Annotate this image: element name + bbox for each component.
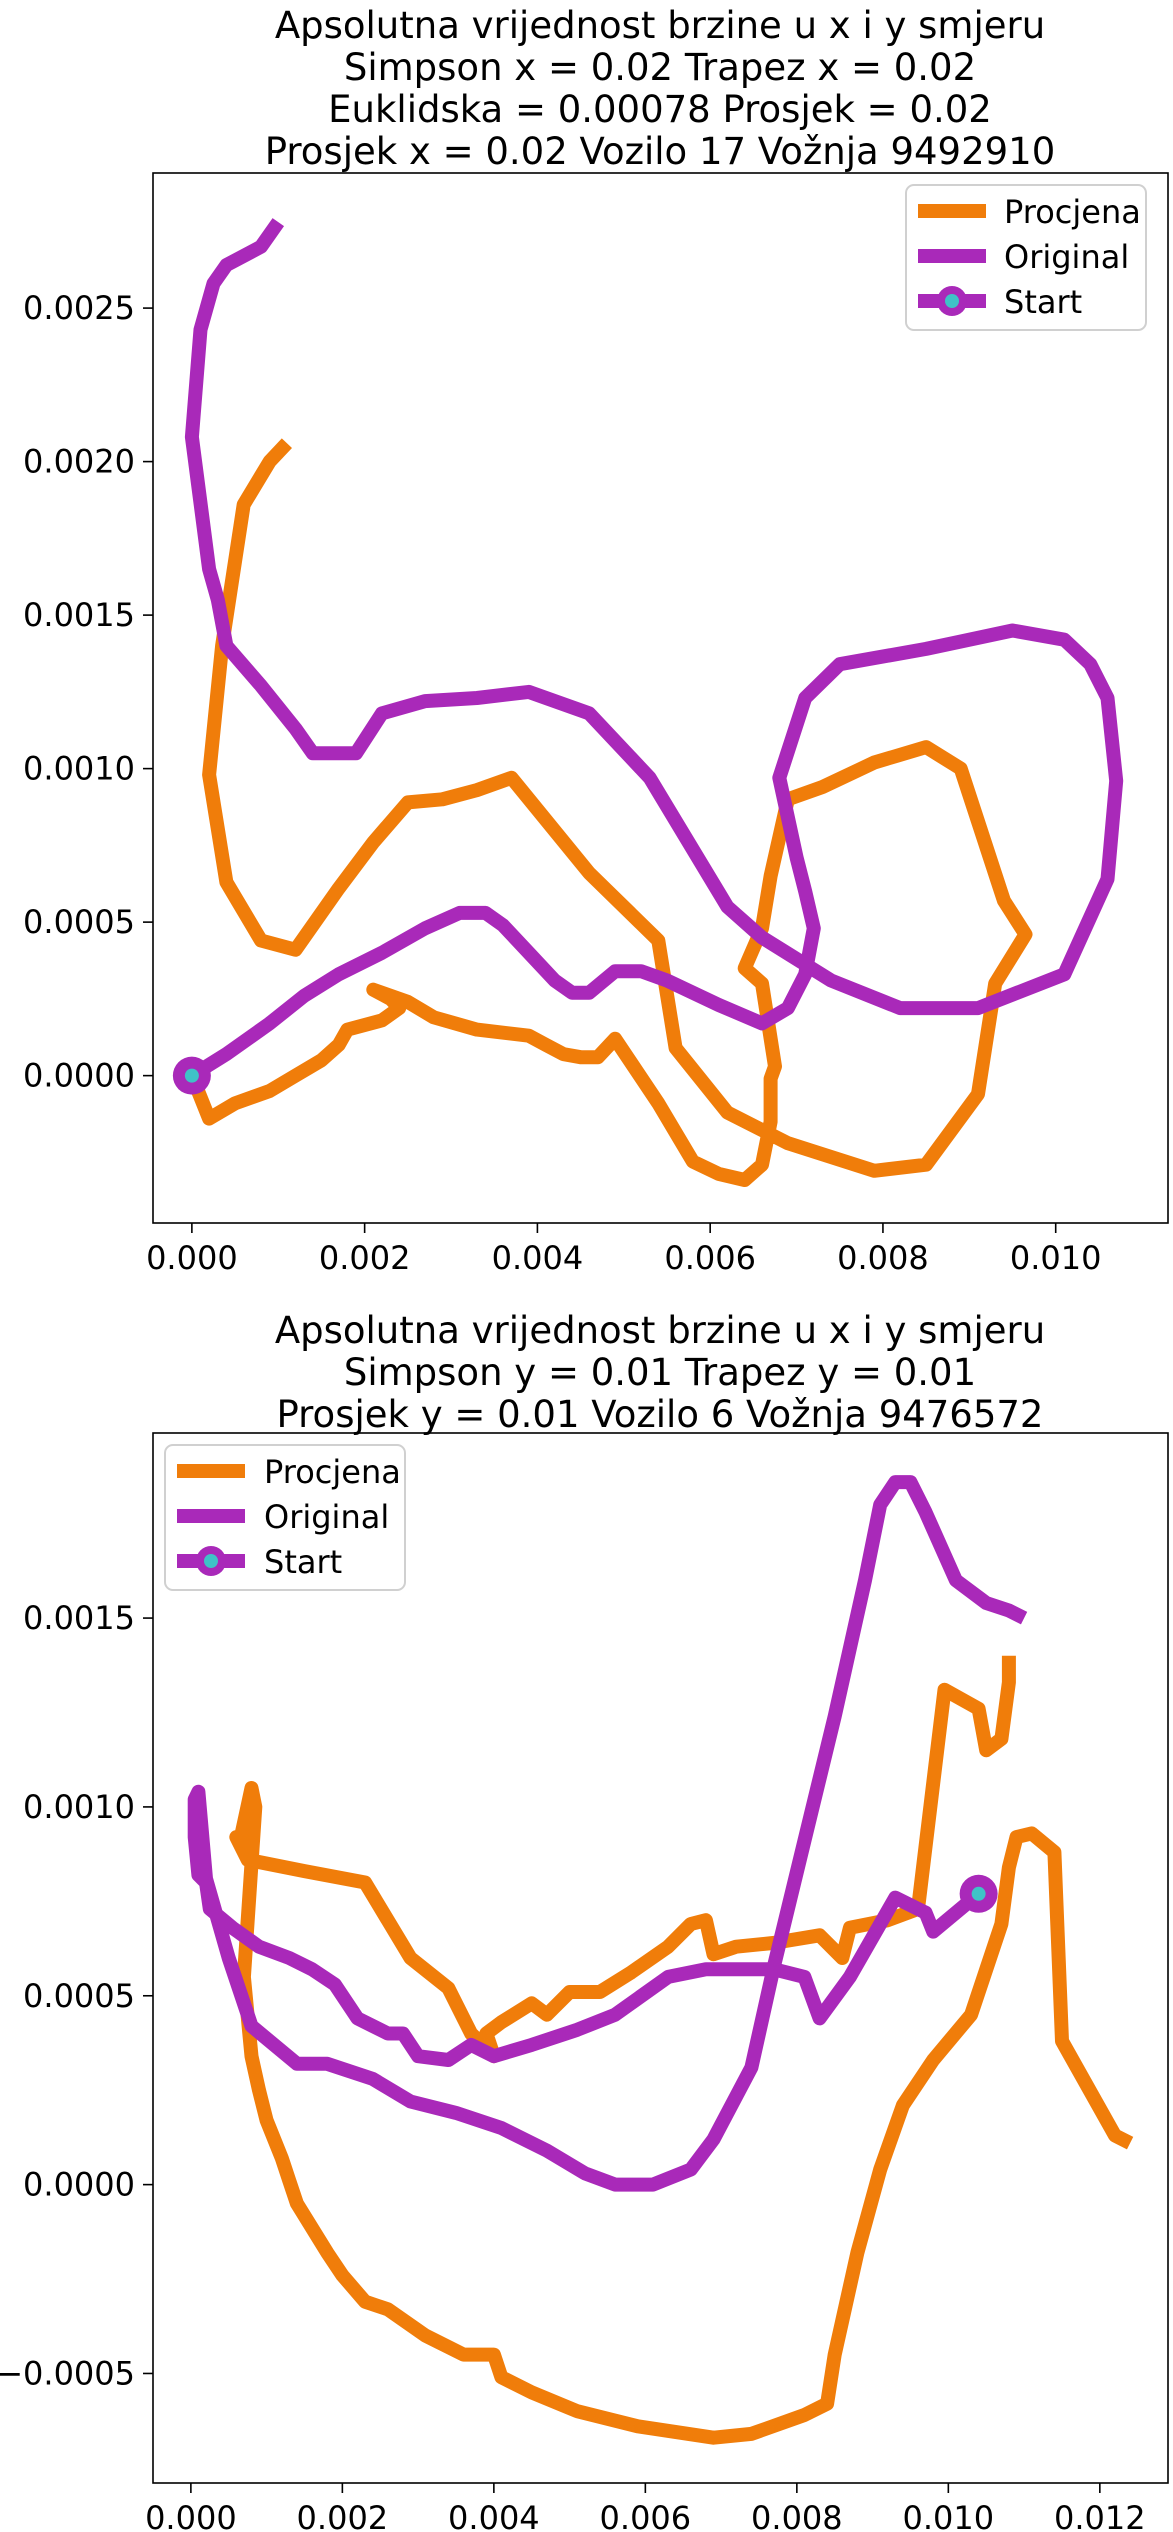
series-line-procjena: [229, 1655, 1134, 2445]
chart-top-ticks: 0.000 0.002 0.004 0.006 0.008 0.010 0.0000 0.00…: [23, 289, 1101, 1277]
chart-top-plot-area: [152, 172, 1169, 1224]
legend-swatch-start-marker-center: [204, 1554, 218, 1568]
chart-bottom-title: Apsolutna vrijednost brzine u x i y smje…: [275, 1309, 1045, 1436]
y-tick-label: 0.0010: [23, 1788, 135, 1826]
y-tick-label: 0.0000: [23, 1057, 135, 1095]
start-marker-center: [971, 1886, 986, 1901]
y-tick-label: 0.0020: [23, 443, 135, 481]
legend-label-original: Original: [264, 1498, 389, 1536]
legend-label-start: Start: [1004, 283, 1082, 321]
legend-swatch-start-marker-center: [945, 294, 959, 308]
y-tick-label: 0.0010: [23, 750, 135, 788]
legend-box: [905, 184, 1147, 331]
y-tick-label: 0.0000: [23, 2166, 135, 2204]
axes-frame: [152, 1432, 1169, 2484]
chart-top-title-line-1: Apsolutna vrijednost brzine u x i y smje…: [275, 4, 1045, 47]
x-tick-label: 0.000: [145, 2499, 237, 2532]
legend-box: [164, 1444, 406, 1591]
y-tick-label: 0.0005: [23, 1977, 135, 2015]
chart-top-title-line-4: Prosjek x = 0.02 Vozilo 17 Vožnja 949291…: [265, 130, 1056, 173]
series-line-original: [187, 1475, 1028, 2192]
chart-top-title: Apsolutna vrijednost brzine u x i y smje…: [265, 4, 1056, 173]
start-marker-center: [184, 1068, 199, 1083]
x-tick-label: 0.000: [146, 1239, 238, 1277]
chart-bottom: Apsolutna vrijednost brzine u x i y smje…: [0, 1309, 1169, 2532]
series-line-original: [184, 218, 1124, 1082]
y-tick-label: 0.0005: [23, 903, 135, 941]
x-tick-label: 0.006: [664, 1239, 756, 1277]
x-tick-label: 0.002: [319, 1239, 411, 1277]
y-tick-label: 0.0015: [23, 1599, 135, 1637]
y-tick-label: 0.0025: [23, 289, 135, 327]
chart-top-legend: Procjena Original Start: [905, 184, 1147, 331]
y-tick-label: 0.0015: [23, 596, 135, 634]
chart-bottom-title-line-1: Apsolutna vrijednost brzine u x i y smje…: [275, 1309, 1045, 1352]
x-tick-label: 0.004: [448, 2499, 540, 2532]
axes-frame: [152, 172, 1169, 1224]
chart-bottom-plot-area: [152, 1432, 1169, 2484]
chart-bottom-legend: Procjena Original Start: [164, 1444, 406, 1591]
x-tick-label: 0.004: [492, 1239, 584, 1277]
chart-top-title-line-3: Euklidska = 0.00078 Prosjek = 0.02: [328, 88, 992, 131]
legend-label-procjena: Procjena: [264, 1453, 401, 1491]
chart-bottom-title-line-3: Prosjek y = 0.01 Vozilo 6 Vožnja 9476572: [277, 1393, 1044, 1436]
legend-label-procjena: Procjena: [1004, 193, 1141, 231]
x-tick-label: 0.012: [1054, 2499, 1146, 2532]
chart-top: Apsolutna vrijednost brzine u x i y smje…: [23, 4, 1169, 1277]
x-tick-label: 0.008: [751, 2499, 843, 2532]
chart-bottom-ticks: 0.000 0.002 0.004 0.006 0.008 0.010 0.012 −0.00…: [0, 1599, 1146, 2532]
x-tick-label: 0.008: [837, 1239, 929, 1277]
x-tick-label: 0.006: [600, 2499, 692, 2532]
x-tick-label: 0.010: [903, 2499, 995, 2532]
chart-bottom-title-line-2: Simpson y = 0.01 Trapez y = 0.01: [344, 1351, 976, 1394]
chart-top-title-line-2: Simpson x = 0.02 Trapez x = 0.02: [344, 46, 976, 89]
legend-label-start: Start: [264, 1543, 342, 1581]
y-tick-label: −0.0005: [0, 2354, 135, 2392]
legend-label-original: Original: [1004, 238, 1129, 276]
x-tick-label: 0.002: [297, 2499, 389, 2532]
x-tick-label: 0.010: [1010, 1239, 1102, 1277]
